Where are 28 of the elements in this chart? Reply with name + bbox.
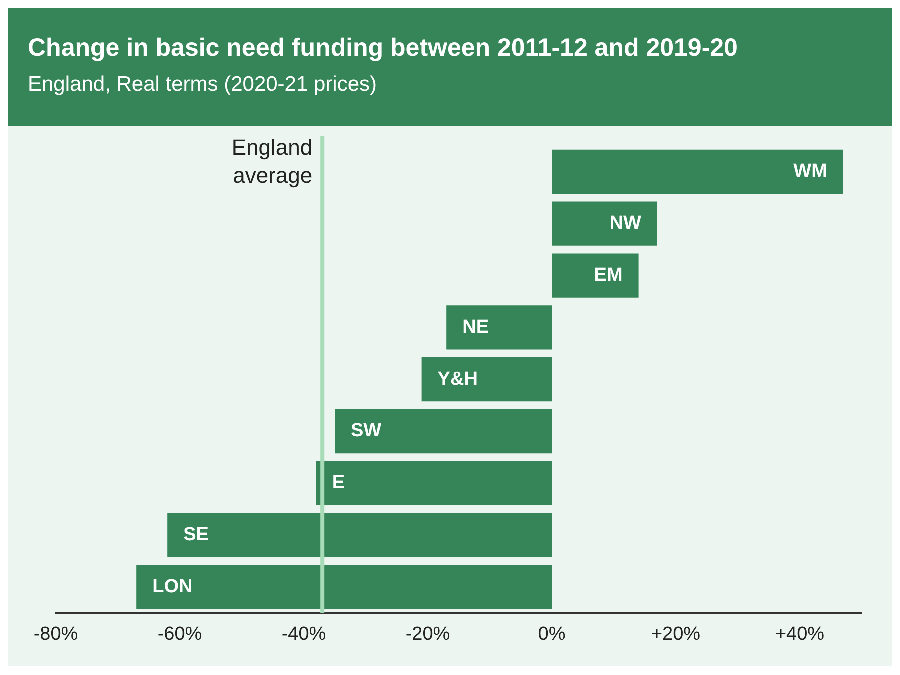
bar [552, 150, 844, 194]
y-tick-label: LON [152, 576, 193, 598]
x-tick-label: -60% [158, 624, 202, 645]
y-tick-label: NW [610, 213, 642, 234]
bar [446, 306, 552, 350]
x-tick-label: +40% [775, 624, 825, 645]
ref-line-label: England average [232, 135, 313, 188]
x-tick-label: -20% [406, 624, 450, 645]
y-tick-label: Y&H [438, 368, 478, 390]
chart-title: Change in basic need funding between 2011-12 and 2019-20 [28, 34, 739, 63]
bar [168, 513, 552, 558]
y-tick-label: EM [594, 265, 623, 286]
bar [335, 409, 552, 454]
bar [552, 202, 658, 246]
x-tick-label: -80% [34, 624, 78, 645]
y-tick-label: SE [184, 524, 209, 546]
bar [136, 565, 552, 610]
bar [552, 254, 639, 298]
y-tick-label: NE [462, 316, 490, 338]
y-tick-label: E [332, 472, 346, 494]
bar [316, 461, 552, 506]
x-tick-label: 0% [538, 624, 566, 645]
y-tick-label: WM [794, 161, 828, 182]
x-tick-label: -40% [282, 624, 326, 645]
y-tick-label: SW [351, 420, 382, 442]
bar [422, 358, 552, 402]
x-tick-label: +20% [651, 624, 701, 645]
chart-subtitle: England, Real terms (2020-21 prices) [28, 73, 378, 97]
